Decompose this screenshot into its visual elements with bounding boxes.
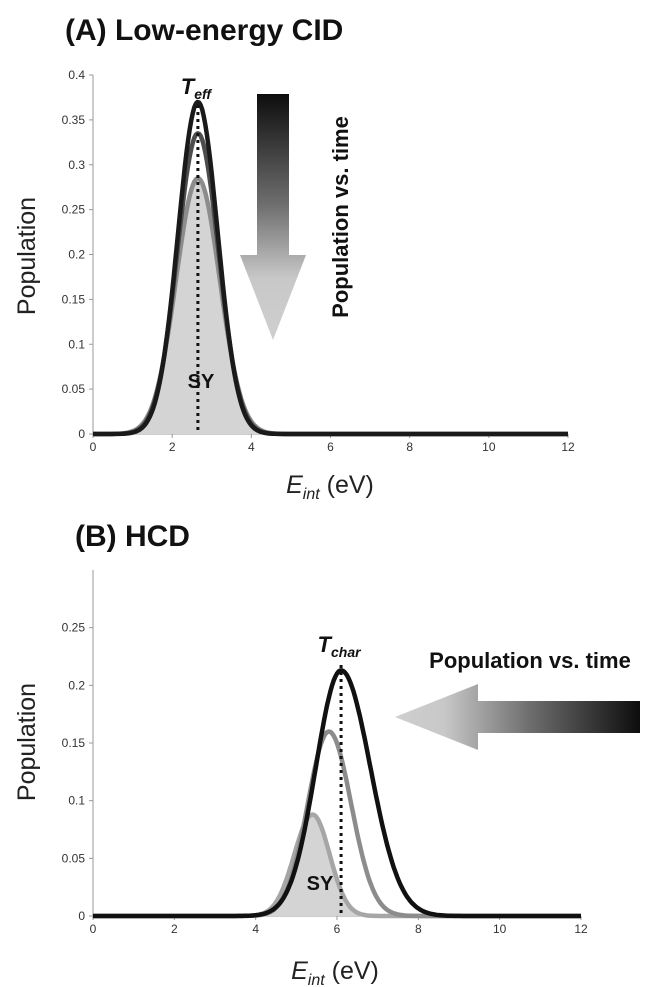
y-tick-label: 0.35: [62, 113, 86, 127]
y-tick-label: 0.15: [62, 292, 86, 306]
x-tick-label: 4: [248, 440, 255, 454]
panel-b-temperature-label: Tchar: [318, 632, 363, 660]
panel-b-chart: (B) HCD Population Eint (eV) 0 2 4 6 8 10 12 0 0…: [13, 520, 640, 987]
y-tick-label: 0: [78, 909, 85, 923]
y-tick-label: 0.05: [62, 382, 86, 396]
panel-b-y-axis-label: Population: [13, 683, 41, 801]
panel-a-y-axis-label: Population: [13, 197, 41, 315]
population-curve: [92, 99, 569, 437]
y-tick-label: 0.25: [62, 203, 86, 217]
population-fill-area: [93, 814, 581, 916]
panel-b-title: (B) HCD: [75, 520, 190, 553]
x-tick-label: 12: [574, 922, 588, 936]
y-tick-label: 0.2: [68, 248, 85, 262]
population-curve: [92, 668, 582, 919]
y-tick-label: 0.05: [62, 851, 86, 865]
panel-b-time-arrow: [395, 684, 640, 750]
x-tick-label: 0: [90, 440, 97, 454]
y-tick-label: 0.25: [62, 621, 86, 635]
panel-a-x-axis-label: Eint (eV): [286, 471, 374, 503]
panel-a-chart: (A) Low-energy CID Population Eint (eV) …: [13, 14, 575, 503]
x-tick-label: 8: [415, 922, 422, 936]
x-tick-label: 6: [327, 440, 334, 454]
panel-a-curves: [92, 99, 569, 437]
x-tick-label: 8: [406, 440, 413, 454]
panel-b-sy-label: SY: [307, 873, 334, 895]
panel-b-x-axis-label: Eint (eV): [291, 957, 379, 987]
panel-a-sy-label: SY: [188, 371, 215, 393]
panel-a-temperature-label: Teff: [181, 74, 213, 102]
y-tick-label: 0.15: [62, 736, 86, 750]
x-tick-label: 2: [171, 922, 178, 936]
x-tick-label: 10: [482, 440, 496, 454]
panel-a-title: (A) Low-energy CID: [65, 14, 343, 47]
y-tick-label: 0.2: [68, 678, 85, 692]
y-tick-label: 0.1: [68, 337, 85, 351]
y-tick-label: 0: [78, 427, 85, 441]
panel-a-arrow-label: Population vs. time: [328, 116, 353, 318]
x-tick-label: 4: [252, 922, 259, 936]
x-tick-label: 12: [561, 440, 575, 454]
x-tick-label: 2: [169, 440, 176, 454]
x-tick-label: 10: [493, 922, 507, 936]
x-tick-label: 6: [334, 922, 341, 936]
population-fill-area: [93, 178, 568, 434]
y-tick-label: 0.1: [68, 794, 85, 808]
y-tick-label: 0.3: [68, 158, 85, 172]
y-tick-label: 0.4: [68, 68, 85, 82]
panel-a-axes: 0 2 4 6 8 10 12 0 0.05 0.1 0.15 0.2 0.25 0.3 0.35 0.4: [62, 68, 575, 454]
panel-b-arrow-label: Population vs. time: [429, 648, 631, 673]
x-tick-label: 0: [90, 922, 97, 936]
panel-b-curves: [92, 668, 582, 919]
panel-a-time-arrow: [240, 94, 306, 340]
